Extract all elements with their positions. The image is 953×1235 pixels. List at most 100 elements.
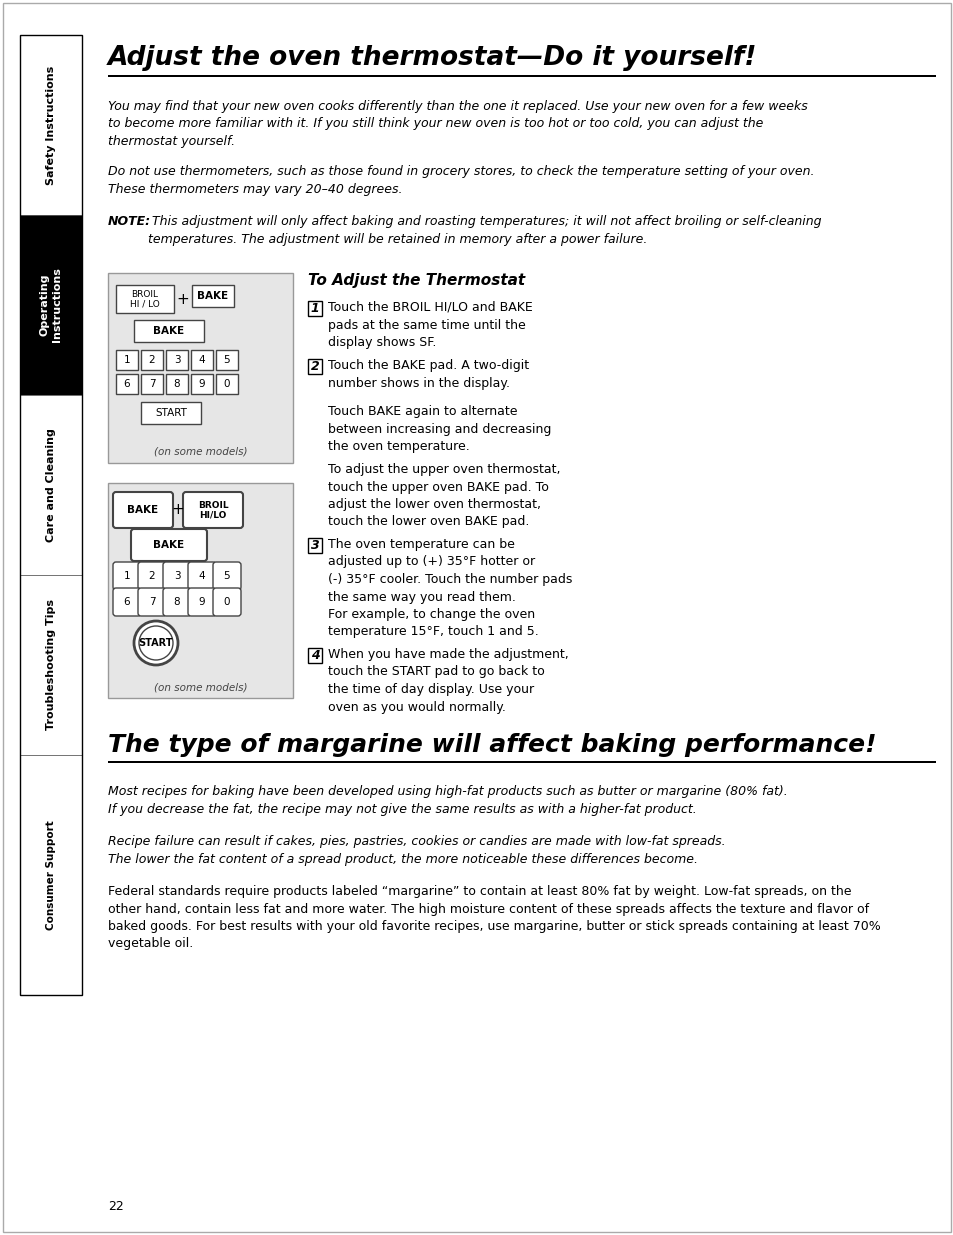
Text: 1: 1 xyxy=(311,303,319,315)
Text: NOTE:: NOTE: xyxy=(108,215,151,228)
Circle shape xyxy=(139,626,172,659)
Text: 5: 5 xyxy=(223,571,230,580)
Text: Most recipes for baking have been developed using high-fat products such as butt: Most recipes for baking have been develo… xyxy=(108,785,787,815)
Bar xyxy=(215,350,237,370)
Text: 6: 6 xyxy=(124,379,131,389)
Text: +: + xyxy=(172,503,184,517)
FancyBboxPatch shape xyxy=(188,588,215,616)
Text: Consumer Support: Consumer Support xyxy=(46,820,56,930)
Text: 1: 1 xyxy=(124,354,131,366)
Text: START: START xyxy=(138,638,173,648)
Text: 0: 0 xyxy=(224,597,230,606)
Bar xyxy=(141,374,163,394)
Text: 2: 2 xyxy=(311,359,319,373)
Text: BAKE: BAKE xyxy=(153,540,184,550)
Text: 6: 6 xyxy=(124,597,131,606)
Text: Federal standards require products labeled “margarine” to contain at least 80% f: Federal standards require products label… xyxy=(108,885,880,951)
Bar xyxy=(116,374,138,394)
Text: BROIL
HI/LO: BROIL HI/LO xyxy=(197,500,228,520)
Text: Touch BAKE again to alternate
between increasing and decreasing
the oven tempera: Touch BAKE again to alternate between in… xyxy=(328,405,551,453)
Bar xyxy=(116,350,138,370)
FancyBboxPatch shape xyxy=(183,492,243,529)
Bar xyxy=(141,350,163,370)
Text: 4: 4 xyxy=(198,571,205,580)
Bar xyxy=(108,761,935,763)
Text: 1: 1 xyxy=(124,571,131,580)
Text: 4: 4 xyxy=(311,650,319,662)
FancyBboxPatch shape xyxy=(138,562,166,590)
Bar xyxy=(20,395,82,576)
Text: 7: 7 xyxy=(149,597,155,606)
Bar xyxy=(108,273,293,463)
FancyBboxPatch shape xyxy=(131,529,207,561)
FancyBboxPatch shape xyxy=(138,588,166,616)
Text: 3: 3 xyxy=(173,354,180,366)
Text: The type of margarine will affect baking performance!: The type of margarine will affect baking… xyxy=(108,734,876,757)
Text: BAKE: BAKE xyxy=(153,326,184,336)
Text: 4: 4 xyxy=(198,354,205,366)
Bar xyxy=(308,648,322,663)
Bar xyxy=(20,35,82,995)
Bar xyxy=(191,350,213,370)
Bar xyxy=(133,320,204,342)
FancyBboxPatch shape xyxy=(163,562,191,590)
Text: Troubleshooting Tips: Troubleshooting Tips xyxy=(46,599,56,730)
FancyBboxPatch shape xyxy=(213,562,241,590)
Bar xyxy=(308,301,322,316)
Bar xyxy=(191,374,213,394)
Text: BAKE: BAKE xyxy=(197,291,229,301)
Text: 2: 2 xyxy=(149,571,155,580)
Text: START: START xyxy=(155,408,187,417)
Text: The oven temperature can be
adjusted up to (+) 35°F hotter or
(-) 35°F cooler. T: The oven temperature can be adjusted up … xyxy=(328,538,572,638)
Text: You may find that your new oven cooks differently than the one it replaced. Use : You may find that your new oven cooks di… xyxy=(108,100,807,148)
Text: BAKE: BAKE xyxy=(128,505,158,515)
Bar xyxy=(215,374,237,394)
Text: 0: 0 xyxy=(224,379,230,389)
Bar xyxy=(192,285,233,308)
FancyBboxPatch shape xyxy=(213,588,241,616)
Text: 9: 9 xyxy=(198,379,205,389)
Text: 3: 3 xyxy=(173,571,180,580)
FancyBboxPatch shape xyxy=(112,492,172,529)
Text: Touch the BROIL HI/LO and BAKE
pads at the same time until the
display shows SF.: Touch the BROIL HI/LO and BAKE pads at t… xyxy=(328,301,532,350)
Text: +: + xyxy=(176,291,190,306)
Text: Recipe failure can result if cakes, pies, pastries, cookies or candies are made : Recipe failure can result if cakes, pies… xyxy=(108,835,725,866)
Text: BROIL
HI / LO: BROIL HI / LO xyxy=(130,290,160,309)
FancyBboxPatch shape xyxy=(112,562,141,590)
Bar xyxy=(20,215,82,395)
Text: 2: 2 xyxy=(149,354,155,366)
Text: Safety Instructions: Safety Instructions xyxy=(46,65,56,184)
Bar xyxy=(166,374,188,394)
Text: 8: 8 xyxy=(173,597,180,606)
Bar xyxy=(141,403,201,424)
Text: 9: 9 xyxy=(198,597,205,606)
Bar xyxy=(116,285,173,312)
Text: 7: 7 xyxy=(149,379,155,389)
Text: To adjust the upper oven thermostat,
touch the upper oven BAKE pad. To
adjust th: To adjust the upper oven thermostat, tou… xyxy=(328,463,560,529)
FancyBboxPatch shape xyxy=(112,588,141,616)
Text: Adjust the oven thermostat—Do it yourself!: Adjust the oven thermostat—Do it yoursel… xyxy=(108,44,757,70)
Bar xyxy=(308,359,322,374)
Bar xyxy=(20,755,82,995)
Text: When you have made the adjustment,
touch the START pad to go back to
the time of: When you have made the adjustment, touch… xyxy=(328,648,568,714)
Text: 3: 3 xyxy=(311,538,319,552)
Text: Do not use thermometers, such as those found in grocery stores, to check the tem: Do not use thermometers, such as those f… xyxy=(108,165,814,195)
Text: (on some models): (on some models) xyxy=(153,682,247,692)
Bar xyxy=(20,35,82,215)
FancyBboxPatch shape xyxy=(163,588,191,616)
Text: To Adjust the Thermostat: To Adjust the Thermostat xyxy=(308,273,524,288)
Bar xyxy=(108,74,935,77)
Circle shape xyxy=(133,621,178,664)
Text: (on some models): (on some models) xyxy=(153,447,247,457)
Text: Care and Cleaning: Care and Cleaning xyxy=(46,429,56,542)
Bar xyxy=(20,576,82,755)
Text: 8: 8 xyxy=(173,379,180,389)
Text: This adjustment will only affect baking and roasting temperatures; it will not a: This adjustment will only affect baking … xyxy=(148,215,821,246)
Text: Operating
Instructions: Operating Instructions xyxy=(40,268,62,342)
Text: 22: 22 xyxy=(108,1200,124,1213)
Text: Touch the BAKE pad. A two-digit
number shows in the display.: Touch the BAKE pad. A two-digit number s… xyxy=(328,359,529,389)
FancyBboxPatch shape xyxy=(188,562,215,590)
Bar xyxy=(308,538,322,553)
Text: 5: 5 xyxy=(223,354,230,366)
Bar xyxy=(108,483,293,698)
